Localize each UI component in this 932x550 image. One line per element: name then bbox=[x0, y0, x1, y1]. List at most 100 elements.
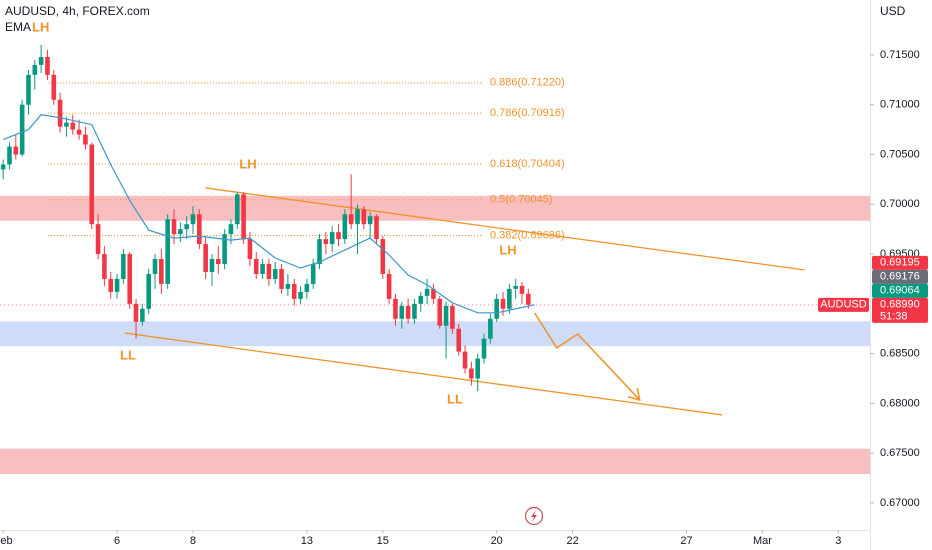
fib-label: 0.5(0.70045) bbox=[490, 194, 552, 206]
annotation: LL bbox=[447, 391, 463, 406]
candle-body bbox=[494, 298, 499, 319]
candle-body bbox=[450, 305, 455, 329]
price-tag-label: 0.68990 bbox=[880, 299, 920, 311]
candle-body bbox=[310, 264, 316, 284]
candle-body bbox=[475, 358, 481, 379]
candle-body bbox=[234, 194, 240, 225]
candle-body bbox=[7, 146, 12, 165]
candle-body bbox=[526, 293, 531, 305]
candle-body bbox=[386, 273, 392, 299]
candle-body bbox=[304, 283, 310, 292]
candle-body bbox=[19, 104, 25, 155]
candle-body bbox=[0, 164, 6, 170]
candle-body bbox=[500, 298, 506, 309]
y-tick-label: 0.67000 bbox=[880, 497, 920, 509]
symbol-tag-label: AUDUSD bbox=[820, 299, 867, 311]
candle-body bbox=[64, 122, 69, 127]
arrow-head bbox=[627, 388, 641, 402]
price-tag bbox=[872, 283, 928, 298]
y-tick-label: 0.70000 bbox=[880, 198, 920, 210]
candle-body bbox=[209, 259, 215, 272]
x-tick-label: 15 bbox=[377, 535, 389, 547]
x-tick-label: 8 bbox=[190, 535, 196, 547]
candle-body bbox=[513, 285, 518, 289]
price-tag-label: 0.69195 bbox=[880, 257, 920, 269]
x-tick-label: 27 bbox=[680, 535, 692, 547]
candle-body bbox=[431, 288, 436, 299]
candle-body bbox=[418, 295, 424, 304]
candle-body bbox=[412, 303, 417, 319]
candle-body bbox=[424, 288, 430, 296]
y-tick-label: 0.70500 bbox=[880, 148, 920, 160]
candle-body bbox=[127, 254, 133, 304]
candle-body bbox=[399, 305, 405, 319]
symbol-tag bbox=[818, 297, 869, 312]
candle-body bbox=[102, 254, 107, 279]
y-tick-label: 0.68500 bbox=[880, 348, 920, 360]
candle-body bbox=[83, 134, 88, 145]
candle-body bbox=[70, 122, 76, 130]
annotation: LH bbox=[499, 242, 516, 257]
fib-label: 0.786(0.70916) bbox=[490, 107, 565, 119]
x-tick-label: 13 bbox=[301, 535, 313, 547]
trendline bbox=[205, 187, 805, 271]
axes: 0.715000.710000.705000.700000.695000.685… bbox=[0, 49, 928, 547]
candle-body bbox=[405, 305, 411, 319]
candle-body bbox=[336, 232, 341, 240]
candle-body bbox=[298, 291, 303, 299]
candle-body bbox=[76, 129, 82, 135]
candle-body bbox=[171, 219, 177, 235]
legend-lh: LH bbox=[32, 19, 49, 34]
candle-body bbox=[197, 214, 202, 245]
candle-body bbox=[253, 259, 259, 274]
candle-body bbox=[291, 283, 297, 299]
price-tag bbox=[872, 297, 928, 323]
candle-body bbox=[89, 144, 95, 225]
price-tag-countdown: 51:38 bbox=[880, 311, 908, 323]
price-tag-label: 0.69064 bbox=[880, 285, 920, 297]
candle-body bbox=[279, 268, 284, 289]
candle-body bbox=[374, 216, 379, 240]
candle-body bbox=[266, 264, 272, 279]
candle-body bbox=[26, 74, 31, 105]
candle-body bbox=[108, 278, 114, 292]
annotation: LH bbox=[239, 156, 256, 171]
candle-body bbox=[393, 298, 398, 319]
fib-label: 0.382(0.69686) bbox=[490, 229, 565, 241]
zone bbox=[0, 448, 870, 475]
candle-body bbox=[443, 305, 449, 326]
alert-icon[interactable] bbox=[524, 506, 544, 526]
y-tick-label: 0.71500 bbox=[880, 49, 920, 61]
fib-label: 0.618(0.70404) bbox=[490, 158, 565, 170]
candle-body bbox=[355, 209, 360, 225]
price-tag bbox=[872, 269, 928, 284]
zone bbox=[0, 321, 870, 347]
candle-body bbox=[222, 234, 227, 265]
candle-body bbox=[469, 368, 474, 379]
candle-body bbox=[184, 224, 189, 230]
currency-label: USD bbox=[880, 4, 906, 18]
candle-body bbox=[57, 99, 63, 127]
candle-body bbox=[481, 338, 487, 359]
y-tick-label: 0.67500 bbox=[880, 447, 920, 459]
candle-body bbox=[159, 259, 164, 284]
candle-body bbox=[140, 308, 145, 322]
candle-body bbox=[285, 283, 291, 289]
candle-body bbox=[437, 298, 443, 326]
candle-body bbox=[348, 214, 354, 225]
price-tag-label: 0.69176 bbox=[880, 271, 920, 283]
candle-body bbox=[178, 229, 183, 235]
candle-body bbox=[121, 254, 126, 279]
candle-body bbox=[462, 351, 468, 369]
x-tick-label: Mar bbox=[753, 535, 772, 547]
candle-body bbox=[13, 146, 19, 155]
candle-body bbox=[152, 259, 158, 274]
candle-body bbox=[342, 214, 348, 240]
x-tick-label: 6 bbox=[114, 535, 120, 547]
candle-body bbox=[488, 318, 493, 339]
x-tick-label: 22 bbox=[566, 535, 578, 547]
candle-body bbox=[361, 209, 367, 225]
candle-body bbox=[114, 278, 120, 292]
candle-body bbox=[32, 64, 38, 75]
